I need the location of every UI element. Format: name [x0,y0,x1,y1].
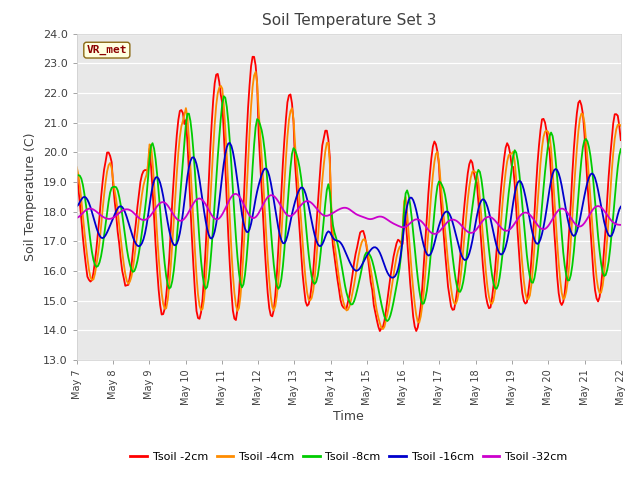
Tsoil -4cm [235,305,243,311]
Tsoil -8cm [140,218,147,224]
Tsoil -8cm [255,118,262,123]
Tsoil -16cm [73,204,81,209]
Tsoil -2cm [235,291,243,297]
Tsoil -2cm [249,54,257,60]
Tsoil -2cm [264,290,271,296]
Line: Tsoil -4cm: Tsoil -4cm [77,72,621,329]
Tsoil -4cm [617,123,625,129]
Tsoil -8cm [589,180,597,186]
Tsoil -8cm [383,318,391,324]
Tsoil -16cm [388,275,396,280]
Tsoil -4cm [589,240,597,245]
Tsoil -4cm [140,182,147,188]
Tsoil -4cm [264,257,271,263]
Tsoil -8cm [264,183,271,189]
Tsoil -32cm [589,206,597,212]
Line: Tsoil -8cm: Tsoil -8cm [77,96,621,321]
Tsoil -4cm [379,326,387,332]
Line: Tsoil -32cm: Tsoil -32cm [77,194,621,234]
Tsoil -16cm [264,168,271,174]
Tsoil -2cm [617,137,625,143]
X-axis label: Time: Time [333,410,364,423]
Tsoil -2cm [376,328,384,334]
Tsoil -16cm [255,182,262,188]
Tsoil -2cm [589,272,597,277]
Line: Tsoil -16cm: Tsoil -16cm [77,143,621,277]
Tsoil -16cm [140,236,147,242]
Tsoil -4cm [73,165,81,170]
Title: Soil Temperature Set 3: Soil Temperature Set 3 [262,13,436,28]
Tsoil -16cm [589,172,597,178]
Tsoil -16cm [312,238,320,243]
Line: Tsoil -2cm: Tsoil -2cm [77,57,621,331]
Tsoil -32cm [73,215,81,221]
Legend: Tsoil -2cm, Tsoil -4cm, Tsoil -8cm, Tsoil -16cm, Tsoil -32cm: Tsoil -2cm, Tsoil -4cm, Tsoil -8cm, Tsoi… [126,447,572,466]
Tsoil -8cm [237,280,244,286]
Tsoil -2cm [312,224,320,229]
Tsoil -2cm [140,168,147,174]
Tsoil -32cm [312,205,320,211]
Y-axis label: Soil Temperature (C): Soil Temperature (C) [24,132,37,261]
Text: VR_met: VR_met [86,45,127,55]
Tsoil -4cm [252,69,259,75]
Tsoil -8cm [312,279,320,285]
Tsoil -32cm [237,195,244,201]
Tsoil -2cm [255,130,262,136]
Tsoil -8cm [220,93,228,99]
Tsoil -32cm [255,210,262,216]
Tsoil -32cm [140,217,147,223]
Tsoil -16cm [226,140,234,146]
Tsoil -8cm [73,173,81,179]
Tsoil -4cm [255,108,262,113]
Tsoil -2cm [73,169,81,175]
Tsoil -32cm [617,222,625,228]
Tsoil -16cm [237,202,244,207]
Tsoil -16cm [617,204,625,210]
Tsoil -32cm [264,194,271,200]
Tsoil -32cm [232,191,240,197]
Tsoil -8cm [617,146,625,152]
Tsoil -32cm [431,231,438,237]
Tsoil -4cm [312,258,320,264]
